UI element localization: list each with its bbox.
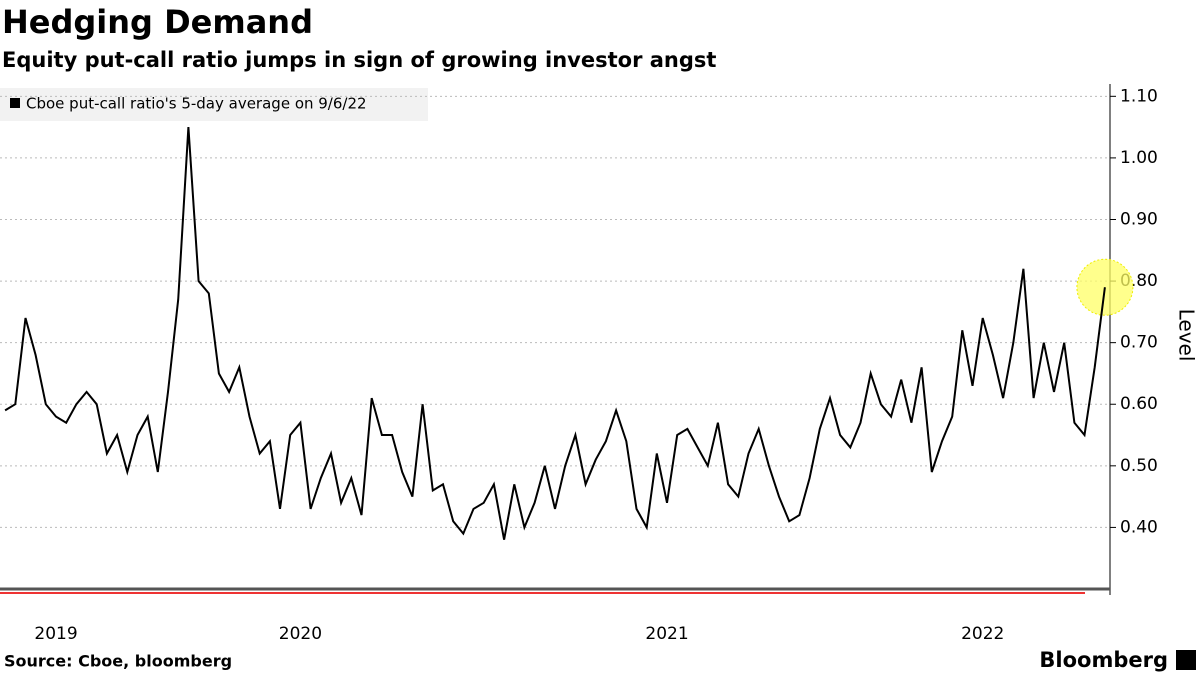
x-tick-label: 2021 (645, 624, 688, 644)
y-tick-label: 0.70 (1120, 333, 1158, 353)
y-tick-label: 1.00 (1120, 148, 1158, 168)
line-series (4, 127, 1106, 540)
legend-swatch (10, 98, 20, 108)
x-tick-label: 2022 (961, 624, 1004, 644)
chart-subtitle: Equity put-call ratio jumps in sign of g… (2, 48, 716, 72)
legend-box (0, 88, 428, 121)
brand-icon (1176, 650, 1196, 670)
y-tick-label: 0.90 (1120, 209, 1158, 229)
source: Source: Cboe, bloomberg (4, 652, 232, 671)
y-tick-label: 0.50 (1120, 456, 1158, 476)
legend-label: Cboe put-call ratio's 5-day average on 9… (26, 95, 367, 113)
brand: Bloomberg (1039, 648, 1168, 672)
y-tick-label: 0.40 (1120, 517, 1158, 537)
y-tick-label: 1.10 (1120, 86, 1158, 106)
y-axis-title: Level (1175, 309, 1199, 362)
x-tick-label: 2020 (279, 624, 322, 644)
chart-title: Hedging Demand (2, 3, 313, 41)
x-tick-label: 2019 (34, 624, 77, 644)
y-tick-label: 0.60 (1120, 394, 1158, 414)
